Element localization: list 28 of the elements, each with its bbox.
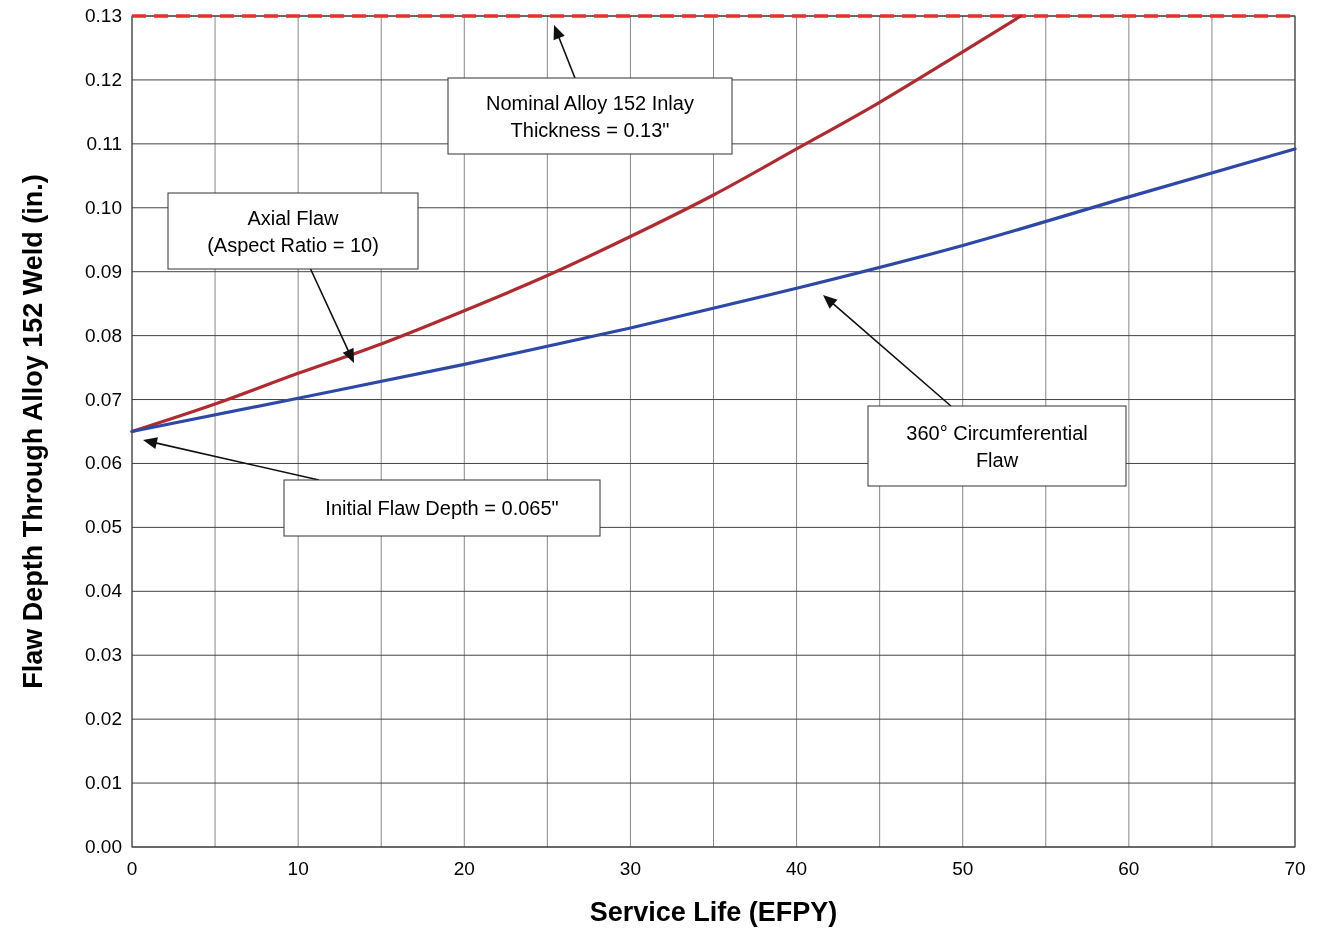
x-tick-label: 30 — [619, 858, 641, 879]
y-axis-title: Flaw Depth Through Alloy 152 Weld (in.) — [18, 174, 48, 689]
x-tick-label: 70 — [1284, 858, 1306, 879]
x-tick-label: 0 — [126, 858, 138, 879]
y-tick-label: 0.11 — [86, 132, 122, 154]
y-tick-label: 0.08 — [85, 324, 122, 346]
annotation: 360° Circumferential Flaw — [906, 421, 1088, 471]
annotation: Initial Flaw Depth = 0.065" — [325, 497, 559, 519]
y-tick-label: 0.01 — [85, 772, 122, 794]
y-tick-label: 0.12 — [85, 68, 122, 90]
y-tick-label: 0.02 — [85, 708, 122, 730]
y-tick-label: 0.13 — [85, 5, 122, 26]
y-tick-label: 0.06 — [85, 452, 122, 474]
y-tick-label: 0.00 — [85, 836, 122, 857]
y-tick-label: 0.09 — [85, 260, 122, 282]
x-tick-label: 50 — [952, 858, 974, 879]
annotation: Nominal Alloy 152 Inlay Thickness = 0.13" — [486, 91, 694, 141]
y-tick-label: 0.04 — [85, 580, 123, 602]
x-tick-label: 10 — [287, 858, 309, 879]
annotation: Axial Flaw (Aspect Ratio = 10) — [207, 206, 379, 256]
y-tick-label: 0.07 — [85, 388, 122, 410]
y-tick-label: 0.03 — [85, 644, 122, 666]
y-tick-label: 0.05 — [85, 516, 122, 538]
x-tick-label: 40 — [786, 858, 808, 879]
x-axis-title: Service Life (EFPY) — [589, 897, 838, 927]
x-tick-label: 20 — [453, 858, 475, 879]
y-tick-label: 0.10 — [85, 196, 122, 218]
x-tick-label: 60 — [1118, 858, 1140, 879]
